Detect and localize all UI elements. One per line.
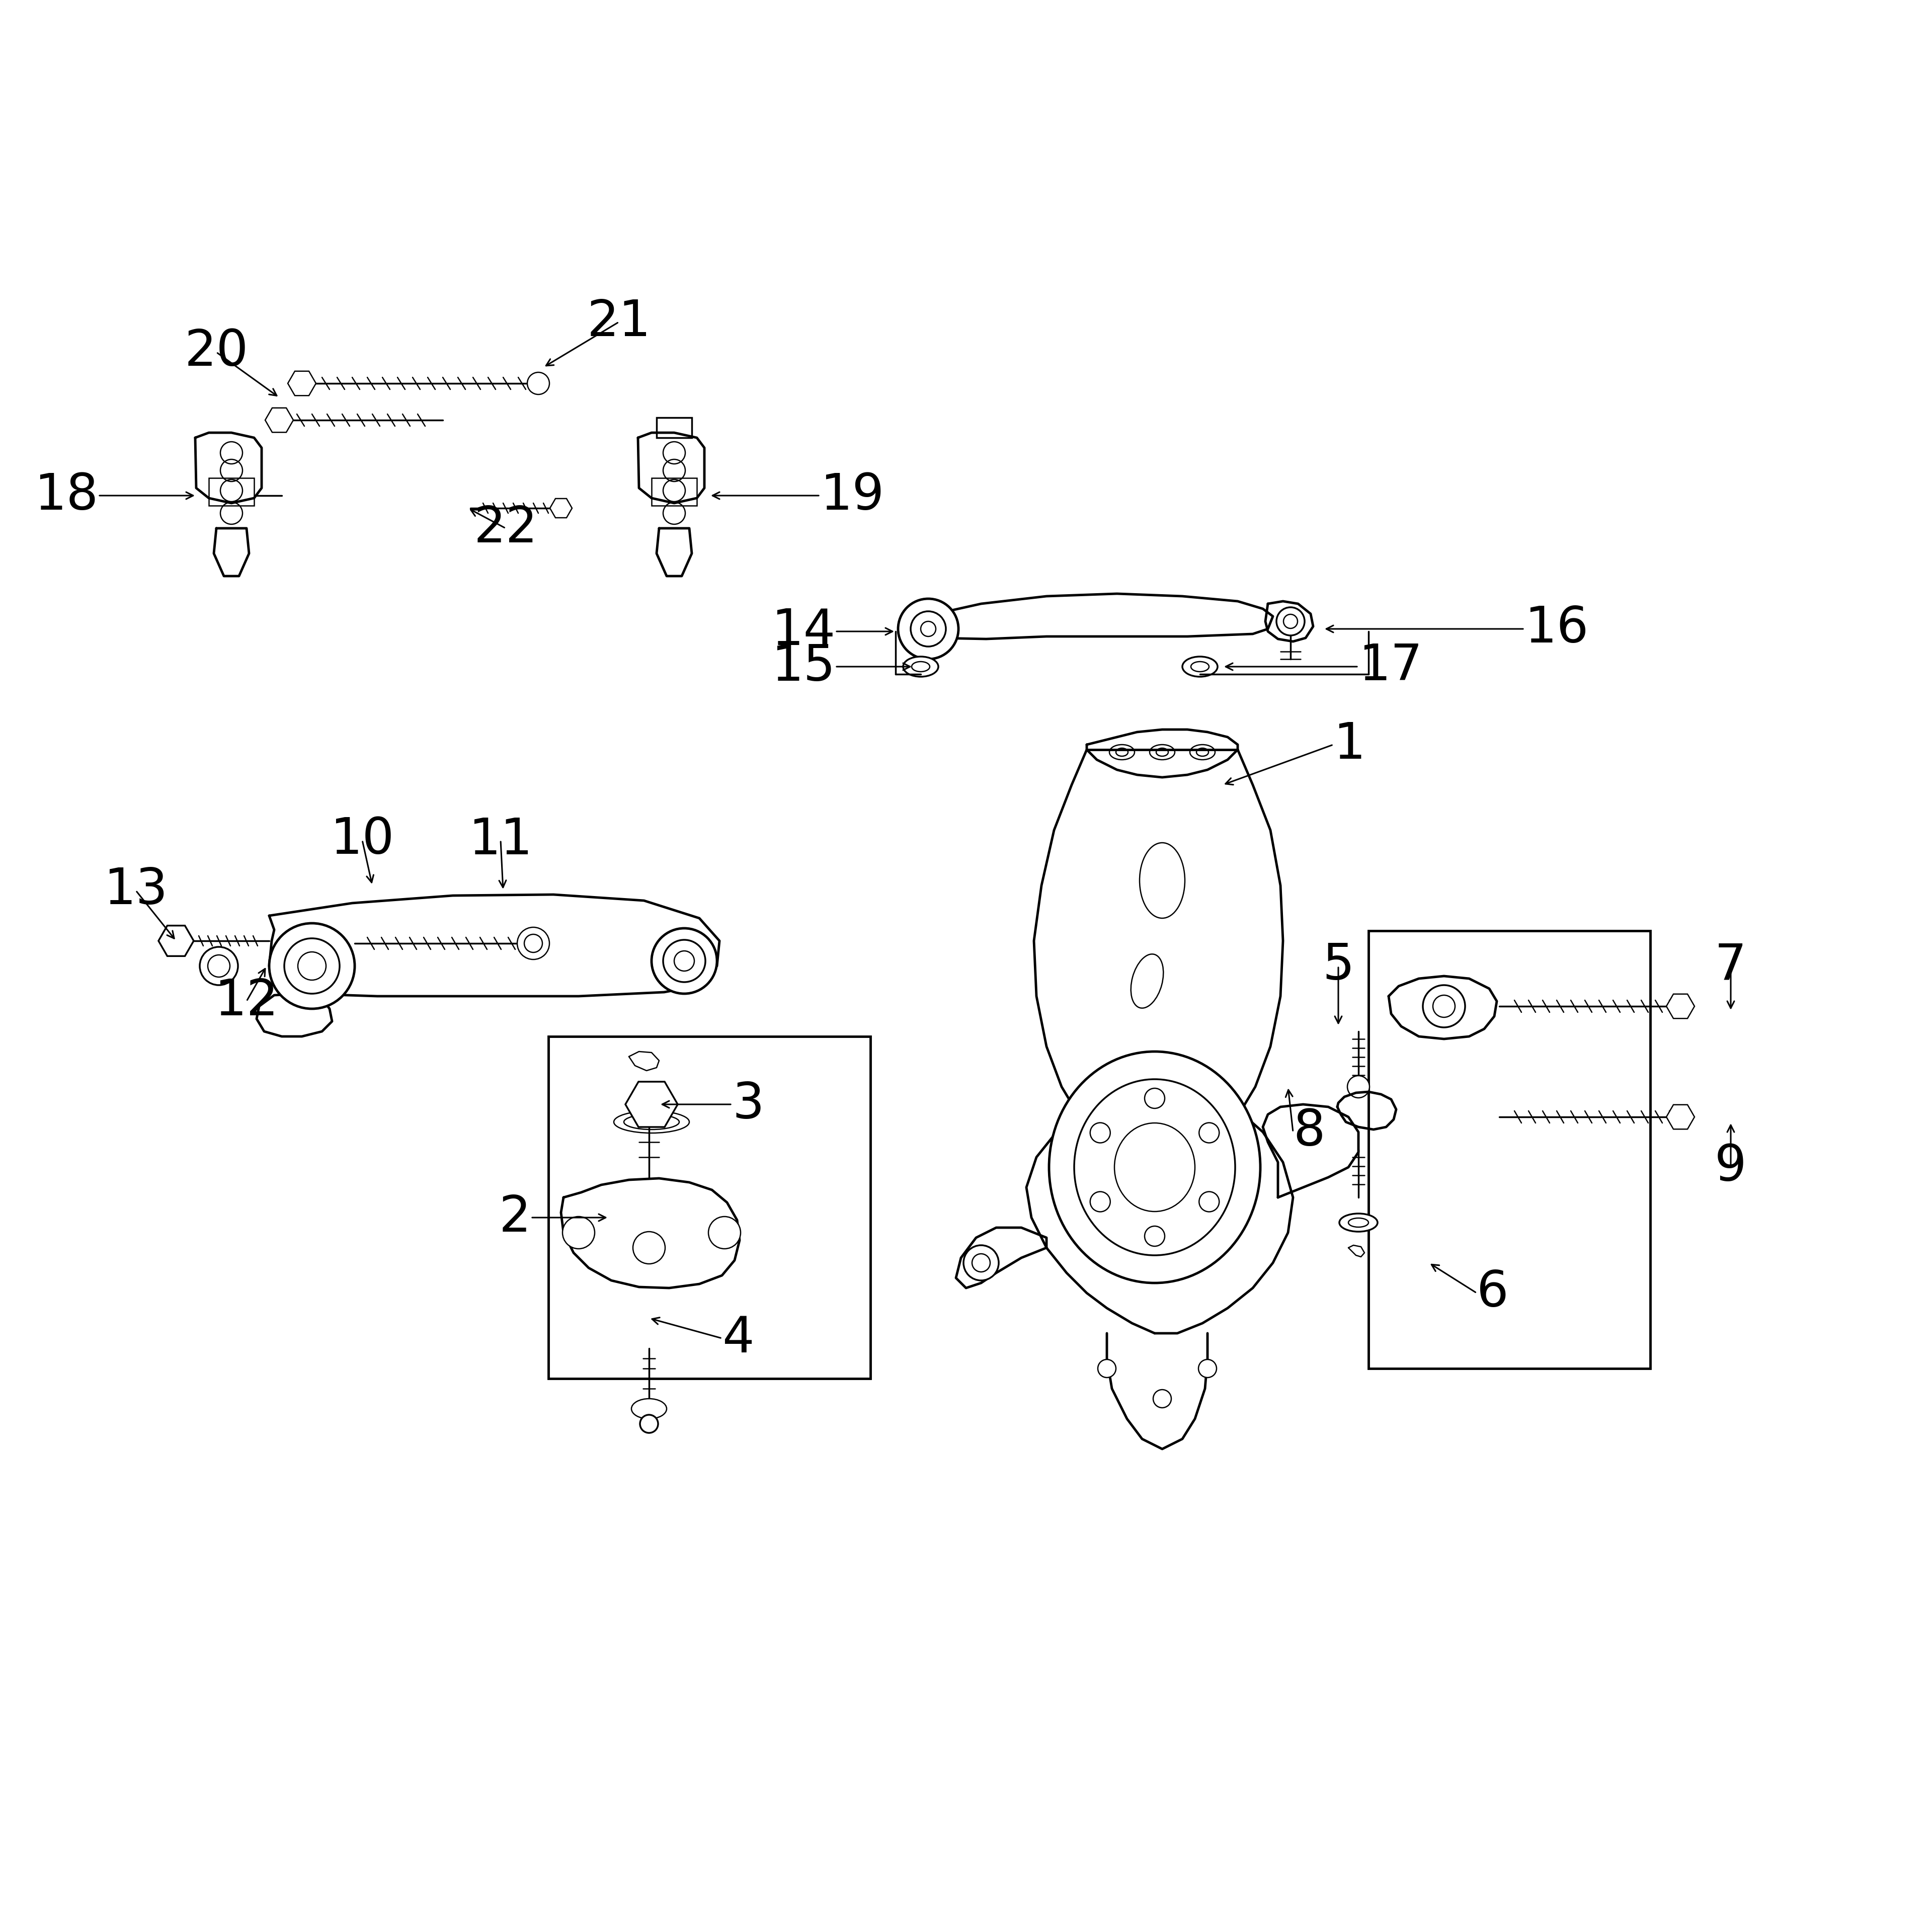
Bar xyxy=(1368,931,1650,1368)
Bar xyxy=(657,417,692,439)
Circle shape xyxy=(1090,1192,1111,1211)
Circle shape xyxy=(1200,1122,1219,1144)
Text: 3: 3 xyxy=(732,1080,763,1128)
Polygon shape xyxy=(1337,1092,1397,1130)
Text: 7: 7 xyxy=(1716,941,1747,991)
Text: 16: 16 xyxy=(1524,605,1588,653)
Text: 17: 17 xyxy=(1358,641,1422,692)
Text: 21: 21 xyxy=(587,298,651,346)
Text: 18: 18 xyxy=(35,471,99,520)
Text: 12: 12 xyxy=(214,978,278,1026)
Ellipse shape xyxy=(1182,657,1217,676)
Polygon shape xyxy=(916,593,1273,639)
Circle shape xyxy=(199,947,238,985)
Polygon shape xyxy=(1265,601,1314,641)
Circle shape xyxy=(1153,1389,1171,1408)
Polygon shape xyxy=(630,1051,659,1070)
Text: 22: 22 xyxy=(473,504,537,553)
Text: 13: 13 xyxy=(104,866,168,916)
Text: 4: 4 xyxy=(723,1314,753,1362)
Circle shape xyxy=(639,1414,659,1434)
Circle shape xyxy=(898,599,958,659)
Ellipse shape xyxy=(632,1399,667,1418)
Bar xyxy=(209,477,255,506)
Circle shape xyxy=(651,927,717,993)
Polygon shape xyxy=(956,1227,1047,1289)
Circle shape xyxy=(562,1217,595,1248)
Circle shape xyxy=(1144,1088,1165,1109)
Polygon shape xyxy=(257,895,719,1036)
Ellipse shape xyxy=(1109,744,1134,759)
Ellipse shape xyxy=(614,1111,690,1132)
Ellipse shape xyxy=(902,657,939,676)
Polygon shape xyxy=(1086,730,1238,777)
Circle shape xyxy=(1200,1192,1219,1211)
Circle shape xyxy=(1422,985,1464,1028)
Ellipse shape xyxy=(1049,1051,1260,1283)
Polygon shape xyxy=(195,433,261,502)
Circle shape xyxy=(1144,1227,1165,1246)
Bar xyxy=(651,477,697,506)
Polygon shape xyxy=(1389,976,1497,1039)
Ellipse shape xyxy=(1190,744,1215,759)
Text: 15: 15 xyxy=(771,641,835,692)
Text: 5: 5 xyxy=(1321,941,1354,991)
Text: 6: 6 xyxy=(1476,1269,1509,1318)
Circle shape xyxy=(1198,1360,1217,1378)
Text: 20: 20 xyxy=(184,328,249,377)
Ellipse shape xyxy=(1339,1213,1378,1233)
Text: 9: 9 xyxy=(1716,1144,1747,1192)
Text: 14: 14 xyxy=(771,607,835,655)
Text: 11: 11 xyxy=(469,815,533,866)
Circle shape xyxy=(1347,1076,1370,1097)
Text: 10: 10 xyxy=(330,815,394,866)
Circle shape xyxy=(269,923,355,1009)
Polygon shape xyxy=(560,1179,740,1289)
Circle shape xyxy=(634,1233,665,1264)
Bar xyxy=(549,1036,871,1379)
Circle shape xyxy=(527,373,549,394)
Circle shape xyxy=(1097,1360,1117,1378)
Circle shape xyxy=(518,927,549,960)
Text: 2: 2 xyxy=(498,1194,531,1242)
Text: 1: 1 xyxy=(1333,721,1366,769)
Polygon shape xyxy=(214,527,249,576)
Text: 19: 19 xyxy=(819,471,885,520)
Circle shape xyxy=(1277,607,1304,636)
Polygon shape xyxy=(1264,1105,1358,1198)
Circle shape xyxy=(964,1246,999,1281)
Polygon shape xyxy=(638,433,705,502)
Circle shape xyxy=(1090,1122,1111,1144)
Polygon shape xyxy=(657,527,692,576)
Circle shape xyxy=(709,1217,740,1248)
Ellipse shape xyxy=(1150,744,1175,759)
Text: 8: 8 xyxy=(1293,1107,1325,1157)
